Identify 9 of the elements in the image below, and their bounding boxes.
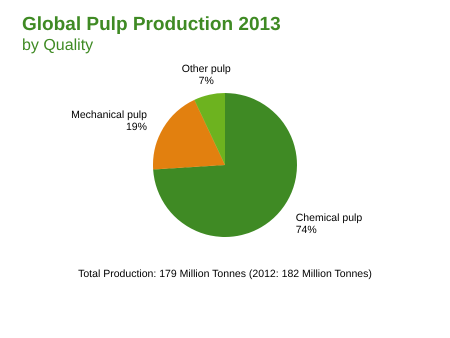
slice-label: Chemical pulp: [296, 212, 362, 224]
chart-title: Global Pulp Production 2013: [22, 14, 281, 36]
slice-label: Other pulp: [182, 62, 231, 75]
slice-label: Mechanical pulp: [71, 109, 148, 122]
data-label: 7%: [198, 74, 214, 87]
data-label: 74%: [296, 224, 317, 236]
text: Total Production: 179 Million Tonnes (2012: 182 Million Tonnes): [77, 268, 373, 280]
chart-subtitle: by Quality: [22, 37, 94, 55]
data-label: 19%: [126, 121, 147, 134]
